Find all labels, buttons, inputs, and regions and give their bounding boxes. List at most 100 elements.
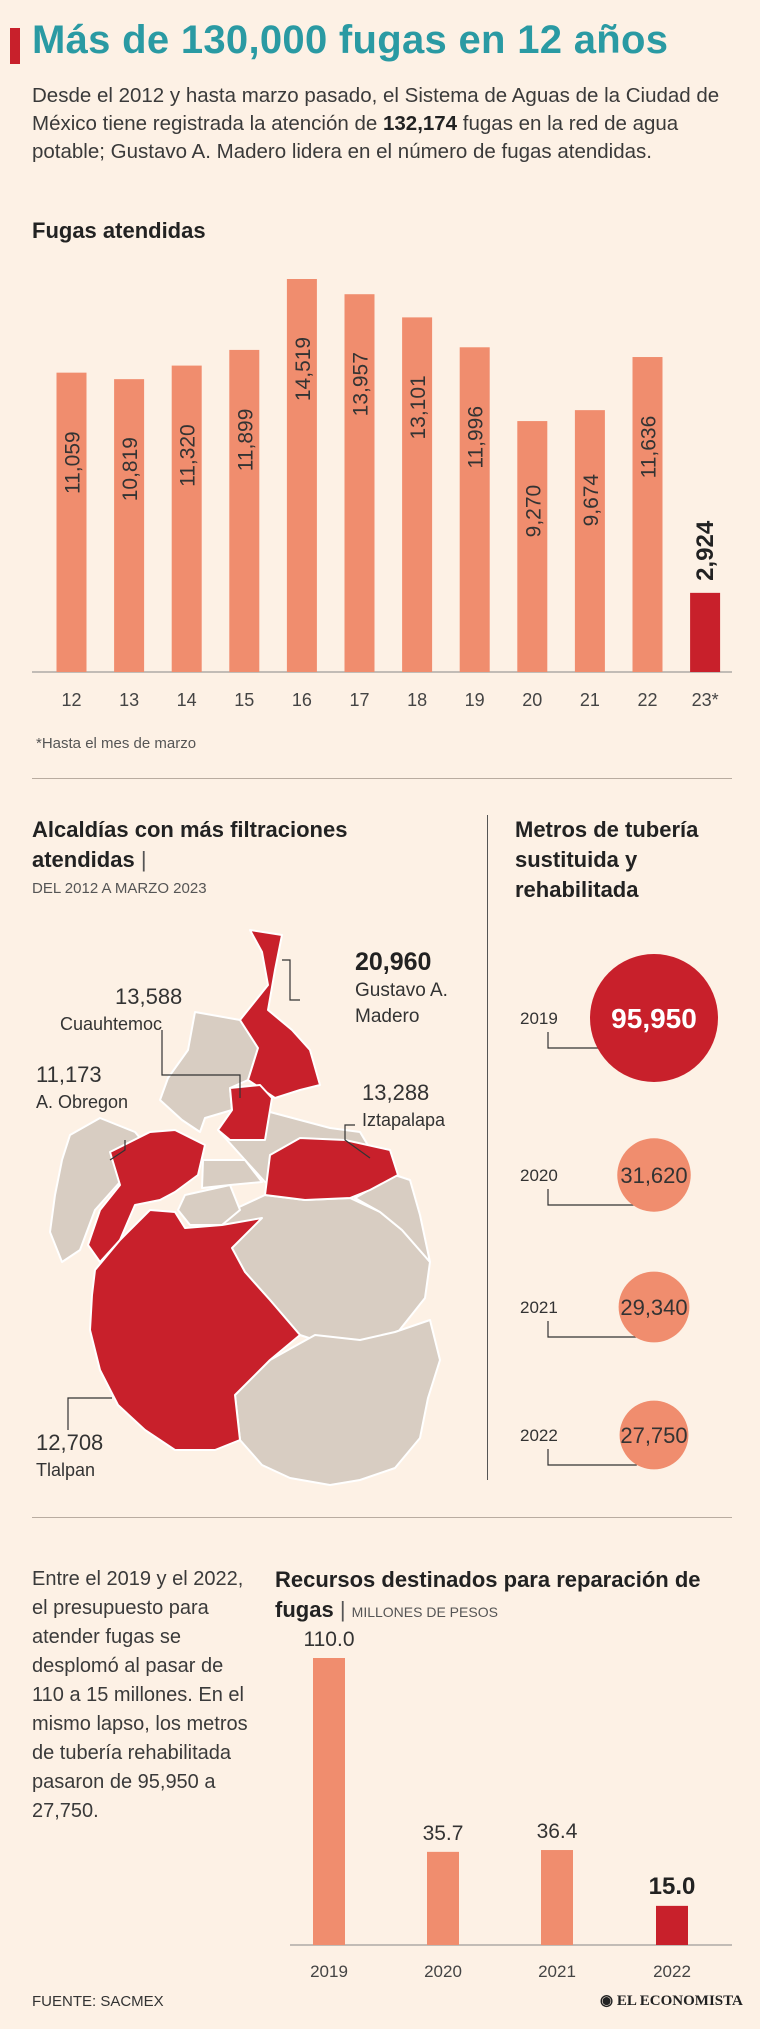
- bar-21: [574, 410, 605, 672]
- bar-label-21: 9,674: [580, 474, 603, 527]
- alcaldias-title-text: Alcaldías con más filtraciones atendidas: [32, 817, 348, 872]
- x-tick-14: 14: [177, 690, 197, 710]
- bubble-leader-2020: [547, 1189, 636, 1206]
- bar-15: [229, 349, 260, 672]
- leader-line-gam: [282, 959, 300, 1001]
- bar-label-14: 11,320: [177, 424, 200, 487]
- metros-title: Metros de tubería sustituida y rehabilit…: [515, 817, 699, 902]
- x-tick-2019: 2019: [310, 1962, 348, 1981]
- bubble-2019: [590, 954, 718, 1082]
- bar-12: [56, 372, 87, 672]
- bubble-year-2019: 2019: [520, 1009, 558, 1028]
- bar-23*: [690, 592, 721, 672]
- bar-19: [459, 347, 490, 672]
- leader-line-cuauhtemoc: [161, 1030, 241, 1098]
- bar-label-18: 13,101: [407, 375, 430, 439]
- bar-label-19: 11,996: [465, 406, 488, 469]
- bubble-label-2019: 95,950: [611, 1003, 697, 1034]
- x-tick-2021: 2021: [538, 1962, 576, 1981]
- bar-label-22: 11,636: [638, 416, 661, 479]
- recursos-title: Recursos destinados para reparación de f…: [275, 1567, 701, 1622]
- bubble-year-2022: 2022: [520, 1426, 558, 1445]
- x-tick-13: 13: [119, 690, 139, 710]
- bar-label-2022: 15.0: [649, 1873, 696, 1900]
- intro-text-part: fugas en la red de agua potable; Gustavo…: [32, 112, 679, 163]
- bar-label-16: 14,519: [292, 337, 315, 401]
- bar-2020: [427, 1851, 459, 1945]
- x-tick-17: 17: [349, 690, 369, 710]
- recursos-unit: MILLONES DE PESOS: [351, 1604, 498, 1620]
- section-divider: [32, 778, 732, 779]
- leader-line-tlalpan: [67, 1397, 112, 1430]
- x-tick-23*: 23*: [692, 690, 719, 710]
- bar-label-2021: 36.4: [537, 1820, 578, 1843]
- x-tick-2022: 2022: [653, 1962, 691, 1981]
- obregon-value: 11,173: [36, 1062, 102, 1087]
- x-tick-12: 12: [61, 690, 81, 710]
- recursos-title-text: Recursos destinados para reparación de f…: [275, 1567, 701, 1622]
- bubble-2020: [617, 1138, 691, 1212]
- bar-label-17: 13,957: [350, 352, 373, 416]
- section-divider: [32, 1517, 732, 1518]
- gam-value: 20,960: [355, 948, 431, 976]
- logo-text: EL ECONOMISTA: [616, 1993, 743, 2009]
- intro-text-part: Desde el 2012 y hasta marzo pasado, el S…: [32, 84, 720, 135]
- bubble-label-2020: 31,620: [620, 1163, 687, 1188]
- bar-label-2019: 110.0: [304, 1628, 355, 1651]
- bar-label-12: 11,059: [62, 431, 85, 494]
- bar-17: [344, 294, 375, 672]
- metros-bubble-chart: 2019 95,950 2020 31,620 2021 29,340 2022 27,750: [520, 954, 718, 1470]
- gam-name-line2: Madero: [355, 1006, 419, 1027]
- alcaldias-title: Alcaldías con más filtraciones atendidas…: [32, 817, 348, 872]
- bar-20: [517, 421, 548, 672]
- page-title: Más de 130,000 fugas en 12 años: [32, 18, 669, 62]
- alcaldias-subtitle: DEL 2012 A MARZO 2023: [32, 880, 207, 897]
- map-region-gray: [234, 1319, 441, 1486]
- bar-label-23*: 2,924: [692, 520, 719, 581]
- iztapalapa-value: 13,288: [362, 1080, 429, 1105]
- leader-line-iztapalapa: [344, 1124, 371, 1159]
- bar-label-15: 11,899: [234, 409, 257, 472]
- fugas-chart-title: Fugas atendidas: [32, 218, 206, 243]
- bar-label-20: 9,270: [522, 485, 545, 538]
- map-region-gray: [201, 1159, 263, 1189]
- x-tick-22: 22: [637, 690, 657, 710]
- column-divider: [487, 815, 488, 1480]
- bar-13: [114, 379, 145, 672]
- bubble-leader-2021: [547, 1321, 637, 1338]
- map-region-tlalpan: [89, 1209, 301, 1451]
- tlalpan-name: Tlalpan: [36, 1460, 95, 1480]
- leader-line-obregon: [109, 1140, 126, 1161]
- iztapalapa-name: Iztapalapa: [362, 1110, 446, 1130]
- obregon-name: A. Obregon: [36, 1092, 128, 1112]
- bubble-2022: [619, 1400, 689, 1470]
- x-tick-18: 18: [407, 690, 427, 710]
- bar-label-13: 10,819: [119, 437, 142, 501]
- bar-18: [402, 317, 433, 672]
- x-tick-2020: 2020: [424, 1962, 462, 1981]
- bar-22: [632, 357, 663, 672]
- map-region-cuauhtemoc: [217, 1084, 273, 1141]
- source-credit: FUENTE: SACMEX: [32, 1993, 164, 2010]
- footnote: *Hasta el mes de marzo: [36, 735, 196, 752]
- x-tick-16: 16: [292, 690, 312, 710]
- map-region-gustavo-a-madero: [239, 929, 321, 1099]
- bubble-label-2021: 29,340: [620, 1295, 687, 1320]
- bar-2021: [541, 1850, 573, 1945]
- intro-text: Desde el 2012 y hasta marzo pasado, el S…: [32, 82, 732, 166]
- cdmx-map: 20,960 Gustavo A. Madero 13,588 Cuauhtem…: [36, 929, 448, 1486]
- summary-text: Entre el 2019 y el 2022, el presupuesto …: [32, 1568, 248, 1822]
- bar-14: [171, 365, 202, 672]
- title-accent-bar: [10, 28, 20, 64]
- bubble-leader-2019: [547, 1032, 622, 1049]
- bar-label-2020: 35.7: [423, 1822, 464, 1845]
- bubble-2021: [618, 1271, 690, 1343]
- gam-name-line1: Gustavo A.: [355, 980, 448, 1001]
- bubble-year-2020: 2020: [520, 1166, 558, 1185]
- bubble-leader-2022: [547, 1449, 637, 1466]
- x-tick-20: 20: [522, 690, 542, 710]
- fugas-bar-chart: 11,059 12 10,819 13 11,320 14 11,899 15 14,519 16…: [32, 279, 732, 752]
- x-tick-19: 19: [465, 690, 485, 710]
- el-economista-logo: ◉ EL ECONOMISTA: [600, 1993, 743, 2009]
